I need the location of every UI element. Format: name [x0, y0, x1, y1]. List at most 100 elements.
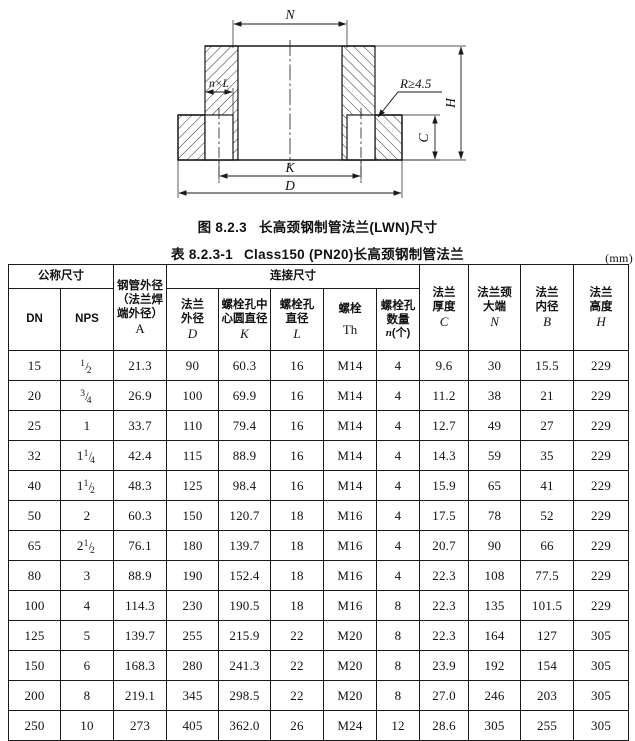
cell-DN: 80: [8, 560, 61, 591]
cell-L: 26: [270, 710, 324, 741]
cell-C: 27.0: [419, 680, 470, 711]
cell-H: 229: [573, 500, 630, 531]
cell-K: 60.3: [218, 350, 271, 381]
cell-D: 280: [166, 650, 219, 681]
cell-Th: M14: [323, 470, 377, 501]
cell-Th: M20: [323, 650, 377, 681]
cell-C: 22.3: [419, 590, 470, 621]
cell-K: 98.4: [218, 470, 271, 501]
cell-N: 49: [468, 410, 522, 441]
cell-DN: 100: [8, 590, 61, 621]
column-header-D: 法兰 外径 D: [166, 288, 219, 351]
cell-N: 246: [468, 680, 522, 711]
cell-D: 90: [166, 350, 219, 381]
cell-D: 110: [166, 410, 219, 441]
cell-n: 4: [375, 470, 421, 501]
cell-A: 139.7: [113, 620, 167, 651]
dimension-label-nL: n×L: [209, 78, 229, 90]
cell-L: 18: [270, 560, 324, 591]
dimension-D: D: [177, 160, 403, 198]
flange-drawing-figure: N n×L R≥4.5 H C: [0, 0, 635, 212]
cell-H: 229: [573, 410, 630, 441]
cell-D: 405: [166, 710, 219, 741]
cell-H: 229: [573, 530, 630, 561]
cell-C: 20.7: [419, 530, 470, 561]
cell-Th: M14: [323, 380, 377, 411]
column-header-D-symbol: D: [187, 325, 198, 341]
cell-B: 77.5: [520, 560, 575, 591]
cell-DN: 250: [8, 710, 61, 741]
cell-L: 16: [270, 440, 324, 471]
cell-Th: M14: [323, 410, 377, 441]
cell-N: 108: [468, 560, 522, 591]
cell-NPS: 2: [60, 500, 114, 531]
cell-H: 229: [573, 470, 630, 501]
column-header-N-symbol: N: [490, 313, 499, 329]
column-header-n-symbol: n(个): [385, 326, 411, 339]
cell-NPS: 11/4: [60, 440, 114, 471]
cell-H: 229: [573, 350, 630, 381]
cell-D: 100: [166, 380, 219, 411]
group-header-nominal-size: 公称尺寸: [8, 264, 114, 289]
cell-C: 15.9: [419, 470, 470, 501]
cell-NPS: 6: [60, 650, 114, 681]
table-row: 50 2 60.3 150 120.7 18 M16 4 17.5 78 52 229: [8, 500, 630, 531]
cell-Th: M16: [323, 560, 377, 591]
group-header-connection-dims: 连接尺寸: [165, 264, 421, 289]
figure-number: 图 8.2.3: [197, 220, 247, 235]
cell-C: 17.5: [419, 500, 470, 531]
cell-K: 241.3: [218, 650, 271, 681]
cell-A: 60.3: [113, 500, 167, 531]
column-header-L-symbol: L: [293, 325, 301, 341]
cell-N: 305: [468, 710, 522, 741]
column-header-C: 法兰 厚度 C: [419, 264, 470, 351]
cell-H: 229: [573, 380, 630, 411]
cell-C: 11.2: [419, 380, 470, 411]
cell-A: 21.3: [113, 350, 167, 381]
cell-DN: 25: [8, 410, 61, 441]
column-header-Th: 螺栓 Th: [323, 288, 377, 351]
cell-N: 38: [468, 380, 522, 411]
cell-B: 203: [520, 680, 575, 711]
flange-plate-right: [374, 114, 403, 161]
cell-NPS: 8: [60, 680, 114, 711]
cell-B: 27: [520, 410, 575, 441]
cell-B: 35: [520, 440, 575, 471]
cell-L: 18: [270, 530, 324, 561]
column-header-Th-symbol: Th: [342, 321, 358, 337]
cell-n: 8: [375, 620, 421, 651]
cell-NPS: 11/2: [60, 470, 114, 501]
dimension-label-R: R≥4.5: [399, 76, 432, 91]
cell-C: 14.3: [419, 440, 470, 471]
figure-title: 长高颈钢制管法兰(LWN)尺寸: [258, 220, 438, 235]
column-header-A: 钢管外径 （法兰焊 端外径） A: [113, 264, 167, 351]
table-row: 150 6 168.3 280 241.3 22 M20 8 23.9 192 154 305: [8, 650, 630, 681]
cell-H: 305: [573, 680, 630, 711]
flange-plate-left: [177, 114, 206, 161]
cell-NPS: 3: [60, 560, 114, 591]
cell-B: 15.5: [520, 350, 575, 381]
cell-n: 4: [375, 350, 421, 381]
cell-K: 152.4: [218, 560, 271, 591]
table-row: 40 11/2 48.3 125 98.4 16 M14 4 15.9 65 41 229: [8, 470, 630, 501]
flange-dimensions-table-wrap: 公称尺寸 钢管外径 （法兰焊 端外径） A 连接尺寸 法兰 厚度 C: [8, 264, 630, 741]
cell-D: 150: [166, 500, 219, 531]
cell-D: 345: [166, 680, 219, 711]
cell-B: 21: [520, 380, 575, 411]
column-header-L: 螺栓孔 直径 L: [270, 288, 324, 351]
cell-B: 255: [520, 710, 575, 741]
cell-H: 229: [573, 590, 630, 621]
cell-A: 33.7: [113, 410, 167, 441]
cell-n: 4: [375, 530, 421, 561]
cell-DN: 40: [8, 470, 61, 501]
column-header-H: 法兰 高度 H: [573, 264, 630, 351]
cell-C: 9.6: [419, 350, 470, 381]
cell-DN: 50: [8, 500, 61, 531]
table-group-header-row: 公称尺寸 钢管外径 （法兰焊 端外径） A 连接尺寸 法兰 厚度 C: [8, 264, 630, 351]
cell-C: 22.3: [419, 560, 470, 591]
cell-L: 22: [270, 620, 324, 651]
cell-N: 65: [468, 470, 522, 501]
cell-B: 101.5: [520, 590, 575, 621]
cell-Th: M20: [323, 680, 377, 711]
column-header-A-line3: 端外径）: [117, 307, 163, 320]
